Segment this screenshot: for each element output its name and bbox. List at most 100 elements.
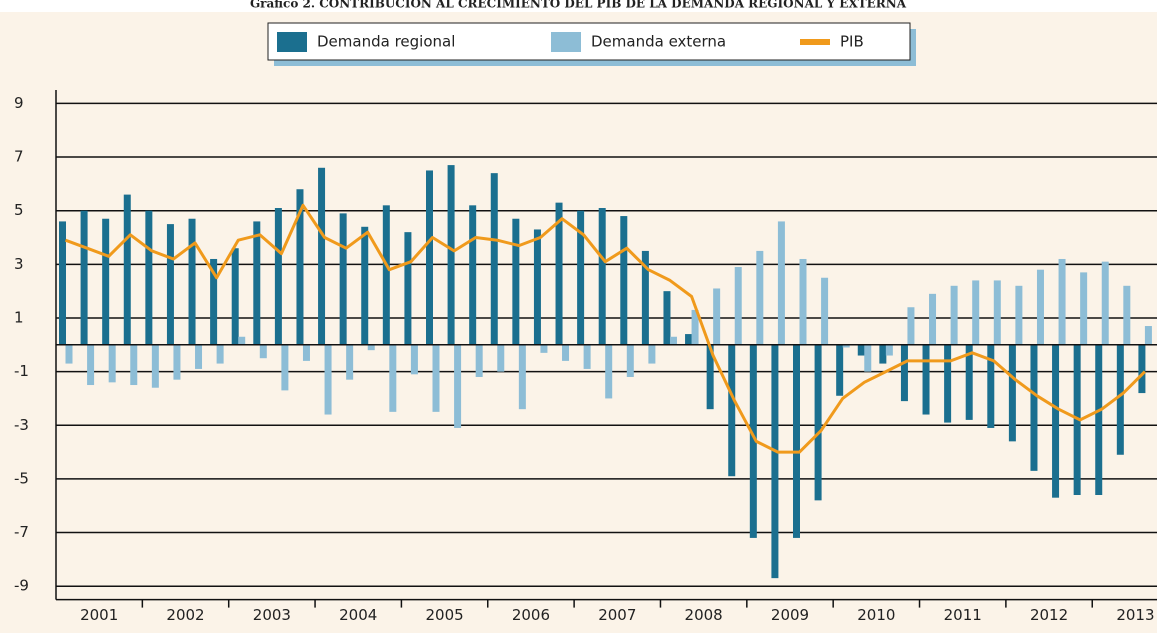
x-tick-label: 2003 — [253, 606, 291, 624]
x-tick-label: 2004 — [339, 606, 377, 624]
bar — [231, 248, 239, 345]
bar — [389, 344, 397, 412]
x-tick-label: 2005 — [425, 606, 463, 624]
bar — [1116, 344, 1124, 455]
bar — [885, 344, 893, 356]
bar — [166, 224, 174, 345]
bar — [1138, 344, 1146, 394]
x-tick-label: 2011 — [944, 606, 982, 624]
bar — [59, 221, 66, 345]
bar — [821, 277, 829, 345]
bar — [469, 205, 477, 345]
bar — [238, 336, 246, 345]
bar — [108, 344, 116, 383]
y-tick-label: 9 — [14, 94, 24, 112]
y-tick-label: -3 — [14, 416, 29, 434]
bar — [965, 344, 973, 420]
bar — [382, 205, 390, 345]
legend-swatch — [277, 32, 307, 52]
bar — [475, 344, 483, 377]
bar — [367, 344, 375, 351]
bar — [151, 344, 159, 388]
bar — [361, 226, 369, 345]
y-tick-label: -1 — [14, 362, 29, 380]
bar — [1008, 344, 1016, 442]
bar — [987, 344, 995, 428]
bar — [728, 344, 736, 477]
legend-swatch — [551, 32, 581, 52]
x-tick-label: 2001 — [80, 606, 118, 624]
bar — [598, 208, 606, 345]
bar — [641, 250, 649, 345]
legend-label: PIB — [840, 33, 864, 51]
bar — [123, 194, 131, 345]
x-tick-label: 2007 — [598, 606, 636, 624]
bar — [404, 232, 412, 345]
bar — [620, 216, 628, 345]
legend-label: Demanda regional — [317, 33, 455, 51]
bar — [879, 344, 887, 364]
bar — [814, 344, 822, 501]
bar — [950, 285, 958, 345]
bar — [339, 213, 347, 345]
x-tick-label: 2013 — [1116, 606, 1154, 624]
bar — [583, 344, 591, 369]
legend-items: Demanda regional Demanda externa PIB — [277, 32, 864, 52]
bar — [432, 344, 440, 412]
line — [64, 203, 1146, 454]
bar — [836, 344, 844, 396]
bar — [1052, 344, 1060, 498]
bar — [87, 344, 95, 386]
chart-title: Gráfico 2. CONTRIBUCIÓN AL CRECIMIENTO D… — [250, 0, 907, 11]
y-tick-label: 3 — [14, 255, 24, 273]
bar — [972, 280, 980, 345]
bar — [1015, 285, 1023, 345]
bar — [281, 344, 289, 391]
x-tick-label: 2008 — [685, 606, 723, 624]
bar — [669, 336, 677, 345]
x-tick-label: 2009 — [771, 606, 809, 624]
bar — [318, 167, 326, 345]
bar — [1123, 285, 1131, 345]
bar — [454, 344, 462, 428]
bar — [145, 210, 153, 345]
y-tick-label: -5 — [14, 469, 29, 487]
bar — [512, 218, 520, 345]
bar — [426, 170, 433, 345]
bar — [410, 344, 418, 375]
bar — [259, 344, 267, 359]
bar — [842, 344, 850, 348]
bar — [1036, 269, 1044, 345]
bar — [216, 344, 224, 364]
y-tick-label: 1 — [14, 308, 24, 326]
bar — [555, 202, 563, 345]
bar — [922, 344, 930, 415]
bar — [944, 344, 952, 423]
bar — [734, 267, 742, 345]
bar — [533, 229, 541, 345]
bar — [296, 189, 304, 345]
bar — [497, 344, 505, 372]
bar — [1080, 272, 1088, 345]
bar — [253, 221, 261, 345]
bar — [793, 344, 800, 538]
bar — [1095, 344, 1103, 495]
x-tick-label: 2010 — [857, 606, 895, 624]
bar — [706, 344, 714, 410]
bar — [447, 165, 455, 345]
bar — [648, 344, 656, 364]
bar — [900, 344, 908, 402]
bar — [540, 344, 548, 353]
bar — [65, 344, 73, 364]
bar — [691, 309, 699, 345]
bar — [80, 210, 88, 345]
bar — [302, 344, 310, 361]
bar — [173, 344, 181, 380]
bar — [1101, 261, 1109, 345]
y-tick-label: 7 — [14, 148, 24, 166]
bar — [663, 291, 671, 345]
y-tick-label: -9 — [14, 577, 29, 595]
bar — [685, 334, 693, 345]
bar — [929, 293, 937, 345]
bar — [756, 250, 764, 345]
